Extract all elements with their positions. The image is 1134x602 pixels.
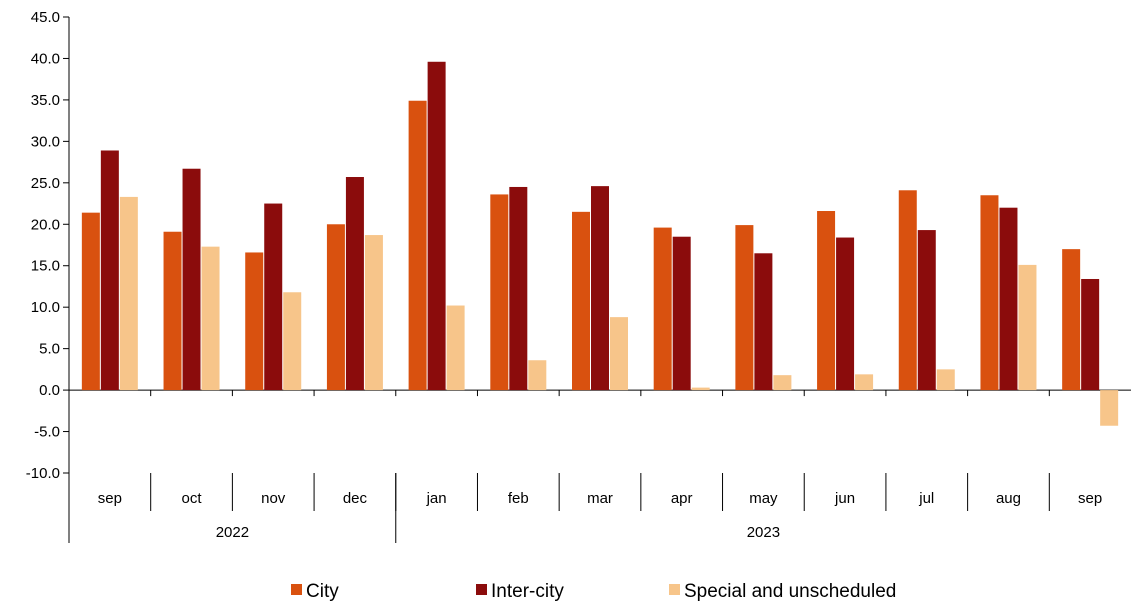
category-label: apr [671, 490, 693, 507]
bar-special-and-unscheduled [364, 235, 383, 391]
bar-inter-city [999, 207, 1018, 391]
legend-label: Special and unscheduled [684, 581, 896, 602]
bar-inter-city [1081, 278, 1100, 391]
y-tick-label: 5.0 [39, 341, 60, 358]
bar-city [408, 100, 427, 391]
y-tick-label: -5.0 [34, 424, 60, 441]
category-label: dec [343, 490, 368, 507]
bar-special-and-unscheduled [446, 305, 465, 391]
legend-label: City [306, 581, 339, 602]
bar-city [81, 212, 100, 391]
bar-inter-city [427, 61, 446, 391]
bar-inter-city [672, 236, 691, 391]
y-tick-label: 0.0 [39, 382, 60, 399]
bar-city [735, 225, 754, 391]
legend-label: Inter-city [491, 581, 564, 602]
year-label: 2023 [747, 524, 780, 541]
category-label: mar [587, 490, 613, 507]
y-tick-label: 25.0 [31, 175, 60, 192]
bar-special-and-unscheduled [528, 360, 547, 391]
bar-inter-city [345, 177, 364, 391]
bar-special-and-unscheduled [1018, 264, 1037, 391]
year-label: 2022 [216, 524, 249, 541]
bar-city [817, 211, 836, 391]
bar-inter-city [917, 230, 936, 391]
bar-city [163, 231, 182, 391]
bar-inter-city [509, 186, 528, 391]
bar-special-and-unscheduled [201, 246, 220, 391]
bar-inter-city [836, 237, 855, 391]
bar-special-and-unscheduled [1100, 390, 1119, 426]
y-tick-label: 15.0 [31, 258, 60, 275]
legend-swatch [291, 584, 302, 595]
legend: City Inter-city Special and unscheduled [291, 581, 896, 602]
bar-city [326, 224, 345, 391]
bar-special-and-unscheduled [691, 387, 710, 391]
category-label: jun [834, 490, 855, 507]
bar-special-and-unscheduled [936, 369, 955, 391]
legend-swatch [476, 584, 487, 595]
category-label: jan [426, 490, 447, 507]
y-tick-label: 30.0 [31, 133, 60, 150]
legend-swatch [669, 584, 680, 595]
bar-inter-city [100, 150, 119, 391]
bar-special-and-unscheduled [283, 292, 302, 391]
bar-inter-city [754, 253, 773, 391]
labels-layer: -10.0 -5.0 0.0 5.0 10.0 15.0 20.0 25.0 30.0 35.0 4… [26, 9, 1102, 541]
y-tick-label: 45.0 [31, 9, 60, 26]
y-tick-label: 40.0 [31, 50, 60, 67]
category-label: nov [261, 490, 286, 507]
category-label: sep [98, 490, 122, 507]
bar-city [245, 252, 264, 391]
category-label: aug [996, 490, 1021, 507]
y-tick-label: 35.0 [31, 92, 60, 109]
bar-inter-city [182, 168, 201, 391]
bar-city [490, 194, 509, 391]
bar-inter-city [591, 186, 609, 391]
bar-special-and-unscheduled [855, 374, 874, 391]
category-label: oct [182, 490, 203, 507]
bar-city [653, 227, 672, 391]
bar-special-and-unscheduled [773, 375, 792, 391]
y-tick-label: 20.0 [31, 216, 60, 233]
category-label: may [749, 490, 778, 507]
bar-special-and-unscheduled [119, 196, 138, 391]
bars-layer [81, 61, 1119, 426]
bar-special-and-unscheduled [610, 317, 628, 391]
bar-city [572, 211, 590, 391]
y-tick-label: 10.0 [31, 299, 60, 316]
category-label: feb [508, 490, 529, 507]
bar-city [1062, 249, 1081, 391]
bar-inter-city [264, 203, 283, 391]
bar-city [898, 190, 917, 391]
bar-city [980, 195, 999, 391]
category-label: jul [918, 490, 934, 507]
category-label: sep [1078, 490, 1102, 507]
y-tick-label: -10.0 [26, 465, 60, 482]
